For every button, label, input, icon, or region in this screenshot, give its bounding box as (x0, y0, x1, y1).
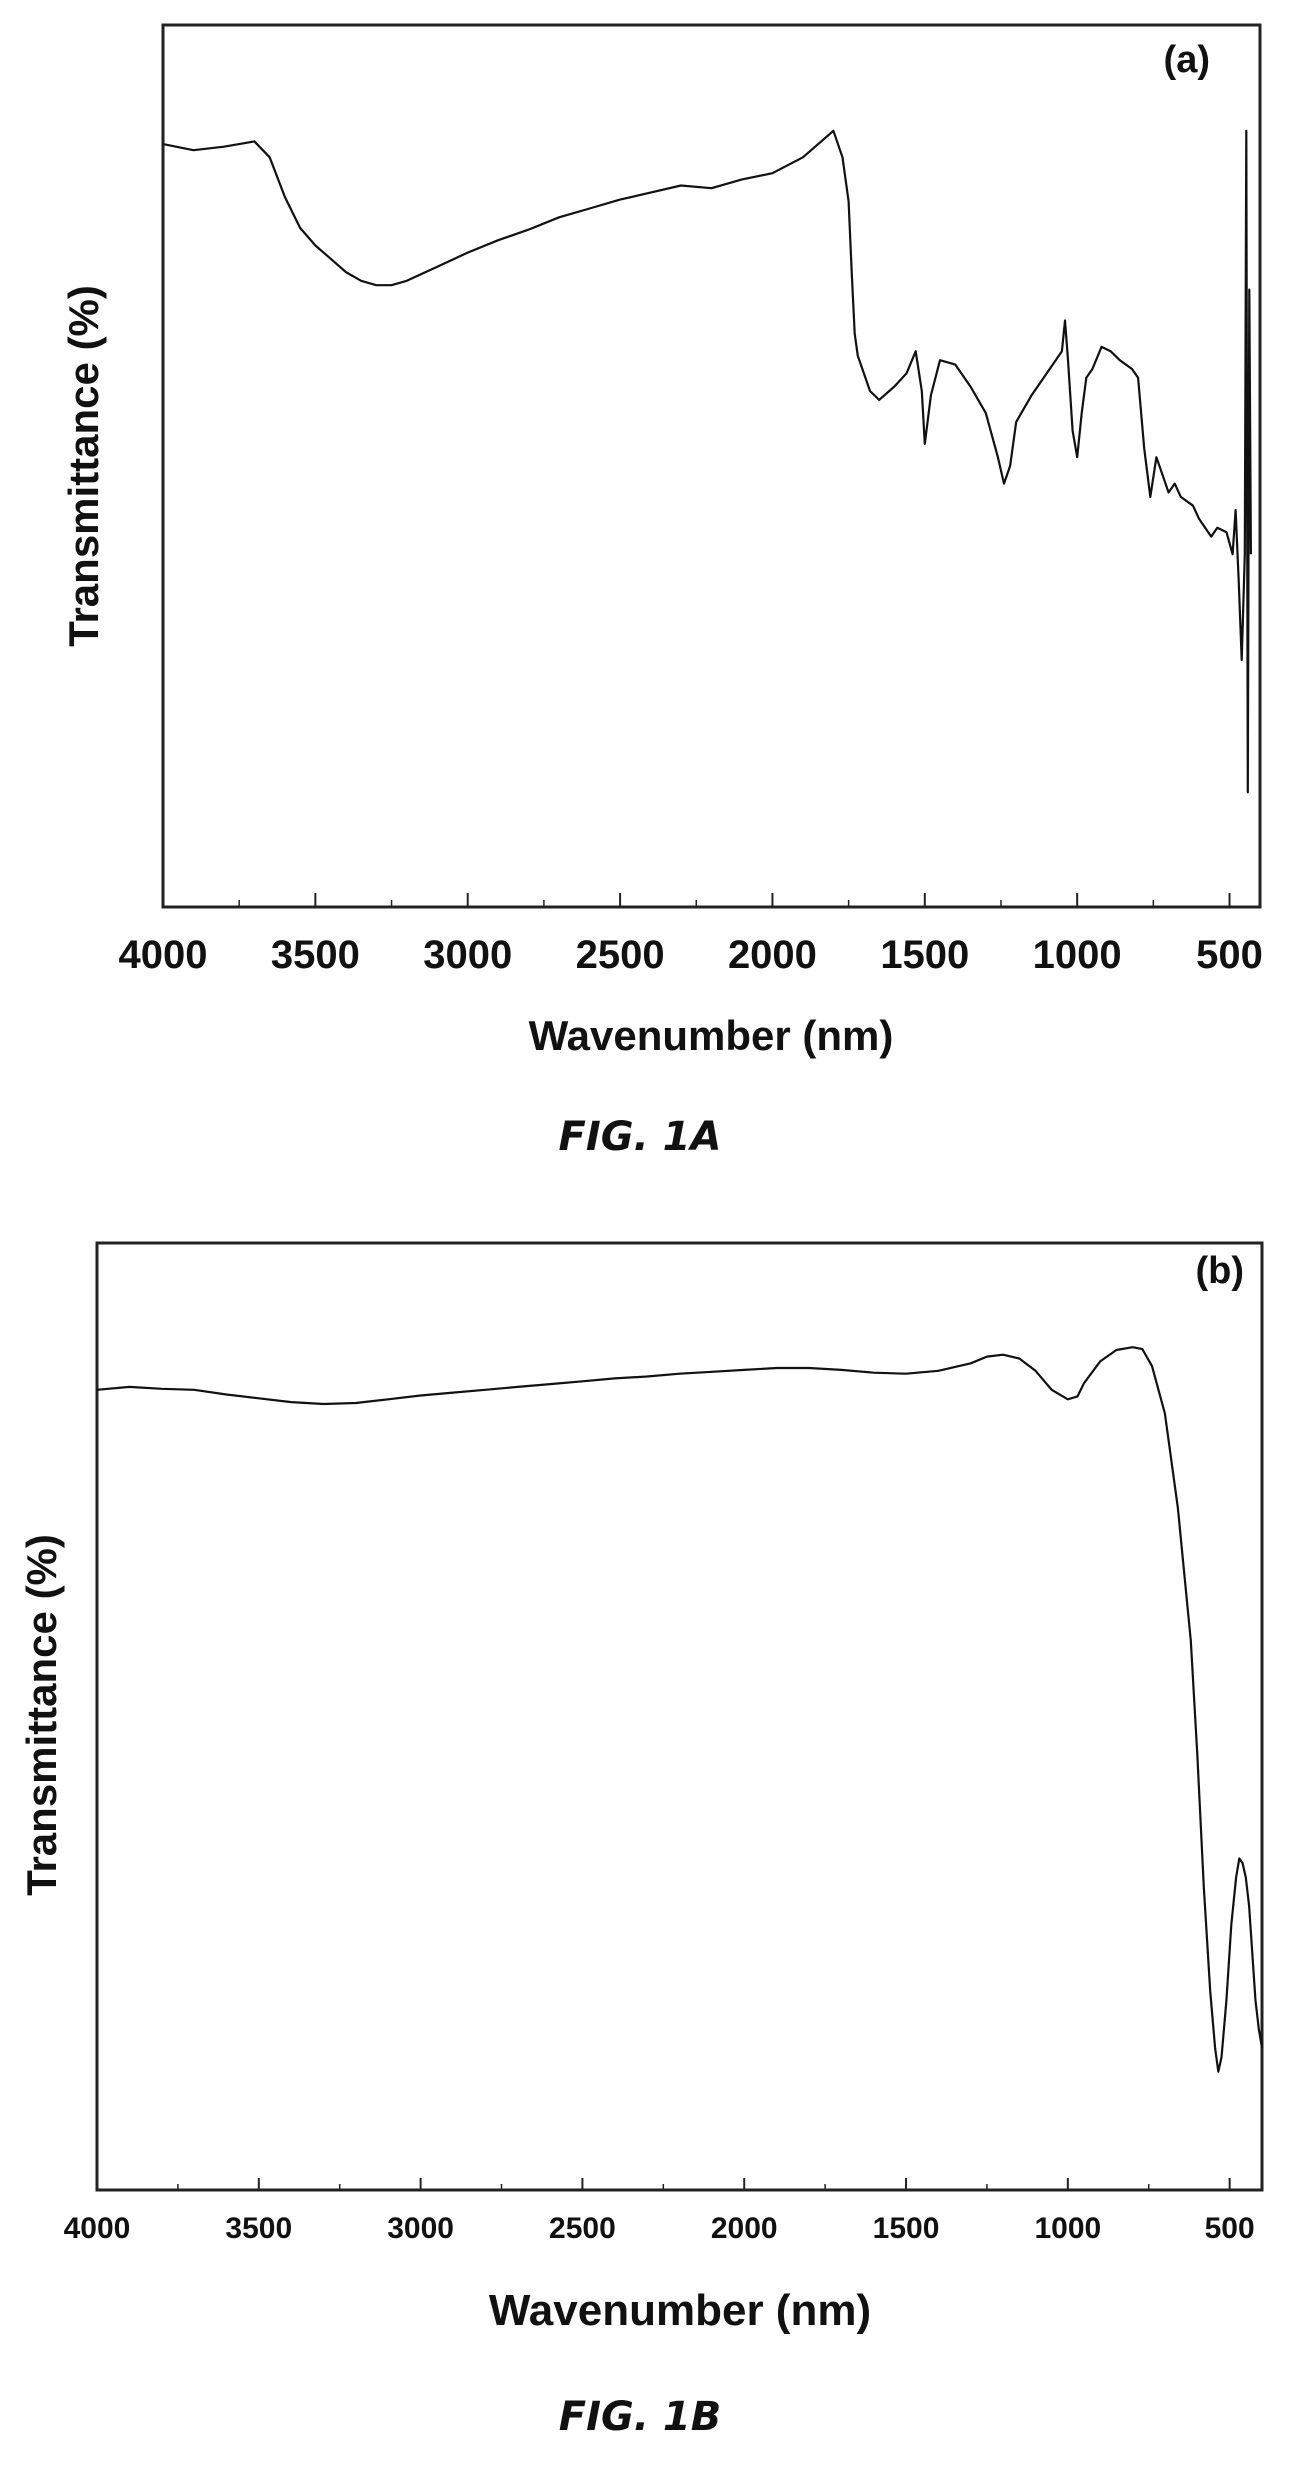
chart-b-caption: FIG. 1B (559, 2394, 721, 2440)
chart-b: 4000 3500 3000 2500 2000 1500 1000 500 (b) Wave… (18, 1241, 1264, 2440)
chart-a-ylabel: Transmittance (%) (60, 285, 107, 647)
chart-a-x-tick-label: 500 (1196, 933, 1263, 977)
chart-b-x-tick-label: 3500 (225, 2212, 292, 2245)
chart-b-x-tick-label: 500 (1205, 2212, 1255, 2245)
chart-b-x-tick-label: 4000 (64, 2212, 131, 2245)
chart-b-x-tick-label: 1000 (1034, 2212, 1101, 2245)
chart-a-x-tick-label: 1000 (1033, 933, 1122, 977)
chart-b-x-ticks: 4000 3500 3000 2500 2000 1500 1000 500 (64, 2178, 1255, 2245)
chart-a-x-tick-label: 4000 (119, 933, 208, 977)
chart-b-x-tick-label: 1500 (873, 2212, 940, 2245)
chart-b-ylabel: Transmittance (%) (18, 1534, 65, 1896)
chart-b-series-line (96, 1346, 1264, 2073)
chart-b-panel-label: (b) (1195, 1250, 1244, 1292)
chart-a-frame (161, 23, 1262, 909)
chart-b-x-tick-label: 2000 (711, 2212, 778, 2245)
chart-a: 4000 3500 3000 2500 2000 1500 1000 500 (a) Wave… (60, 23, 1263, 1160)
chart-a-x-tick-label: 3500 (271, 933, 360, 977)
chart-a-series-line (162, 129, 1252, 794)
chart-b-frame (95, 1241, 1264, 2192)
chart-a-x-tick-label: 1500 (880, 933, 969, 977)
chart-b-x-tick-label: 2500 (549, 2212, 616, 2245)
chart-a-caption: FIG. 1A (559, 1114, 722, 1160)
chart-a-x-tick-label: 2000 (728, 933, 817, 977)
chart-a-x-tick-label: 2500 (576, 933, 665, 977)
chart-b-x-tick-label: 3000 (387, 2212, 454, 2245)
chart-b-xlabel: Wavenumber (nm) (489, 2286, 871, 2335)
chart-a-panel-label: (a) (1164, 39, 1210, 81)
chart-a-x-tick-label: 3000 (423, 933, 512, 977)
chart-a-xlabel: Wavenumber (nm) (529, 1012, 894, 1059)
chart-a-x-ticks: 4000 3500 3000 2500 2000 1500 1000 500 (119, 893, 1263, 977)
